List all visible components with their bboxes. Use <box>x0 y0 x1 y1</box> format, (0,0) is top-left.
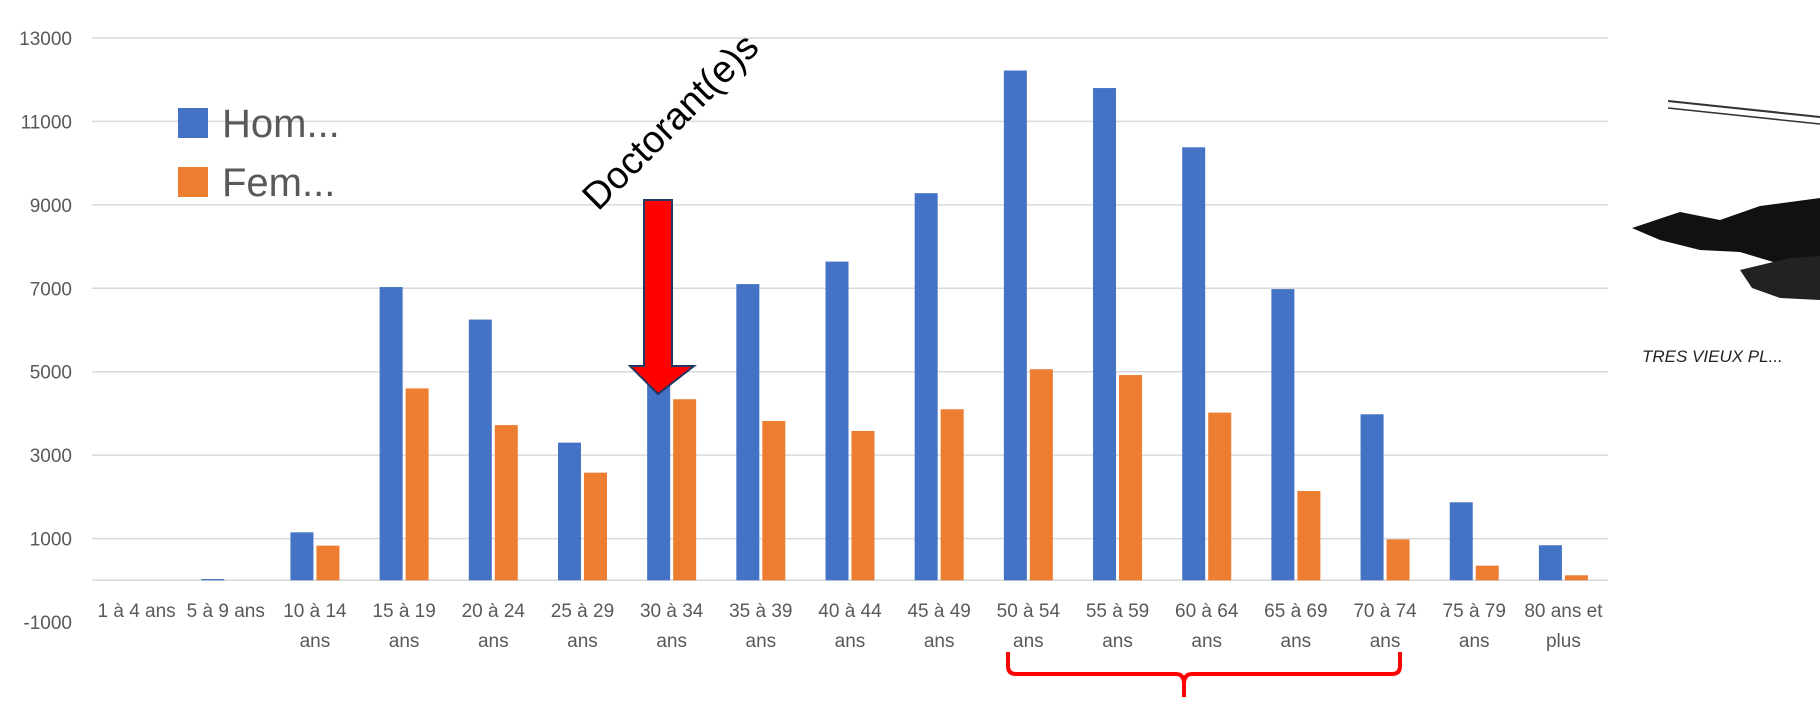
x-category-label: 55 à 59 <box>1086 601 1149 622</box>
y-tick-label: 9000 <box>30 196 72 217</box>
y-tick-label: 7000 <box>30 279 72 300</box>
y-axis-tick-labels: 13000 11000 9000 7000 5000 3000 1000 -1000 <box>19 29 72 634</box>
y-tick-label: 1000 <box>30 530 72 551</box>
x-category-label: 5 à 9 ans <box>187 601 265 622</box>
x-category-label: ans <box>1370 631 1401 652</box>
bar-femmes <box>583 472 607 581</box>
bar-hommes <box>290 532 314 581</box>
x-category-label: 65 à 69 <box>1264 601 1327 622</box>
bar-hommes <box>914 193 938 581</box>
bar-femmes <box>1564 575 1588 581</box>
x-category-label: ans <box>1102 631 1133 652</box>
bar-femmes <box>762 420 786 581</box>
x-category-label: ans <box>924 631 955 652</box>
sketch-line-1 <box>1667 100 1820 118</box>
x-category-label: 50 à 54 <box>997 601 1061 622</box>
x-axis-category-labels: 1 à 4 ans 5 à 9 ans 10 à 14 ans 15 à 19 ans 20… <box>98 601 1604 652</box>
x-category-label: ans <box>389 631 420 652</box>
legend-label-hommes: Hom... <box>222 102 340 146</box>
bar-femmes <box>1208 412 1232 581</box>
x-category-label: 15 à 19 <box>372 601 435 622</box>
x-category-label: ans <box>835 631 866 652</box>
bar-femmes <box>1386 539 1410 581</box>
sketch-brush-stroke-2 <box>1740 256 1820 300</box>
x-category-label: 75 à 79 <box>1443 601 1506 622</box>
bar-femmes <box>940 409 964 581</box>
bar-hommes <box>825 261 849 581</box>
bar-hommes <box>379 287 403 581</box>
sketch-brush-stroke <box>1632 198 1820 268</box>
bar-femmes <box>316 545 340 581</box>
x-category-label: 40 à 44 <box>818 601 882 622</box>
legend-label-femmes: Fem... <box>222 161 335 205</box>
bars <box>201 70 1588 581</box>
x-category-label: ans <box>567 631 598 652</box>
x-category-label: ans <box>656 631 687 652</box>
x-category-label: 10 à 14 <box>283 601 347 622</box>
legend-swatch-femmes <box>178 167 208 197</box>
bar-femmes <box>673 399 697 581</box>
x-category-label: 20 à 24 <box>462 601 526 622</box>
legend: Hom... Fem... <box>178 102 340 205</box>
x-category-label: 60 à 64 <box>1175 601 1239 622</box>
y-tick-label: 13000 <box>19 29 72 50</box>
bar-femmes <box>1119 375 1143 581</box>
side-illustration: TRES VIEUX PL... <box>1632 100 1820 366</box>
bar-femmes <box>1029 369 1053 581</box>
bar-hommes <box>201 579 225 581</box>
bar-femmes <box>1475 565 1499 581</box>
y-tick-label: 3000 <box>30 446 72 467</box>
bar-hommes <box>647 341 671 581</box>
bar-hommes <box>1003 70 1027 581</box>
sketch-line-2 <box>1667 107 1820 125</box>
red-bracket <box>1006 652 1402 685</box>
bar-femmes <box>405 388 429 581</box>
x-category-label: 70 à 74 <box>1353 601 1417 622</box>
x-category-label: 30 à 34 <box>640 601 704 622</box>
bar-hommes <box>468 319 492 581</box>
x-category-label: ans <box>746 631 777 652</box>
bar-hommes <box>1360 414 1384 581</box>
bar-hommes <box>736 284 760 581</box>
legend-swatch-hommes <box>178 108 208 138</box>
x-category-label: 35 à 39 <box>729 601 792 622</box>
y-tick-label: -1000 <box>23 613 72 634</box>
x-category-label: ans <box>1281 631 1312 652</box>
x-category-label: ans <box>300 631 331 652</box>
x-category-label: 1 à 4 ans <box>98 601 176 622</box>
x-category-label: ans <box>1013 631 1044 652</box>
bar-femmes <box>494 425 518 581</box>
x-category-label: ans <box>1191 631 1222 652</box>
bar-hommes <box>1538 545 1562 581</box>
y-tick-label: 11000 <box>21 112 72 133</box>
x-category-label: 25 à 29 <box>551 601 614 622</box>
gridlines <box>92 37 1608 582</box>
x-category-label: 80 ans et <box>1524 601 1603 622</box>
y-tick-label: 5000 <box>30 363 72 384</box>
bar-hommes <box>1093 88 1117 581</box>
side-image-caption: TRES VIEUX PL... <box>1642 347 1783 366</box>
bar-femmes <box>1297 491 1321 581</box>
x-category-label: plus <box>1546 631 1581 652</box>
red-down-arrow <box>627 199 697 396</box>
bar-hommes <box>557 442 581 581</box>
x-category-label: 45 à 49 <box>907 601 970 622</box>
x-category-label: ans <box>478 631 509 652</box>
x-category-label: ans <box>1459 631 1490 652</box>
bar-hommes <box>1182 147 1206 581</box>
bar-hommes <box>1271 289 1295 581</box>
bar-hommes <box>1449 502 1473 581</box>
bar-femmes <box>851 430 875 581</box>
